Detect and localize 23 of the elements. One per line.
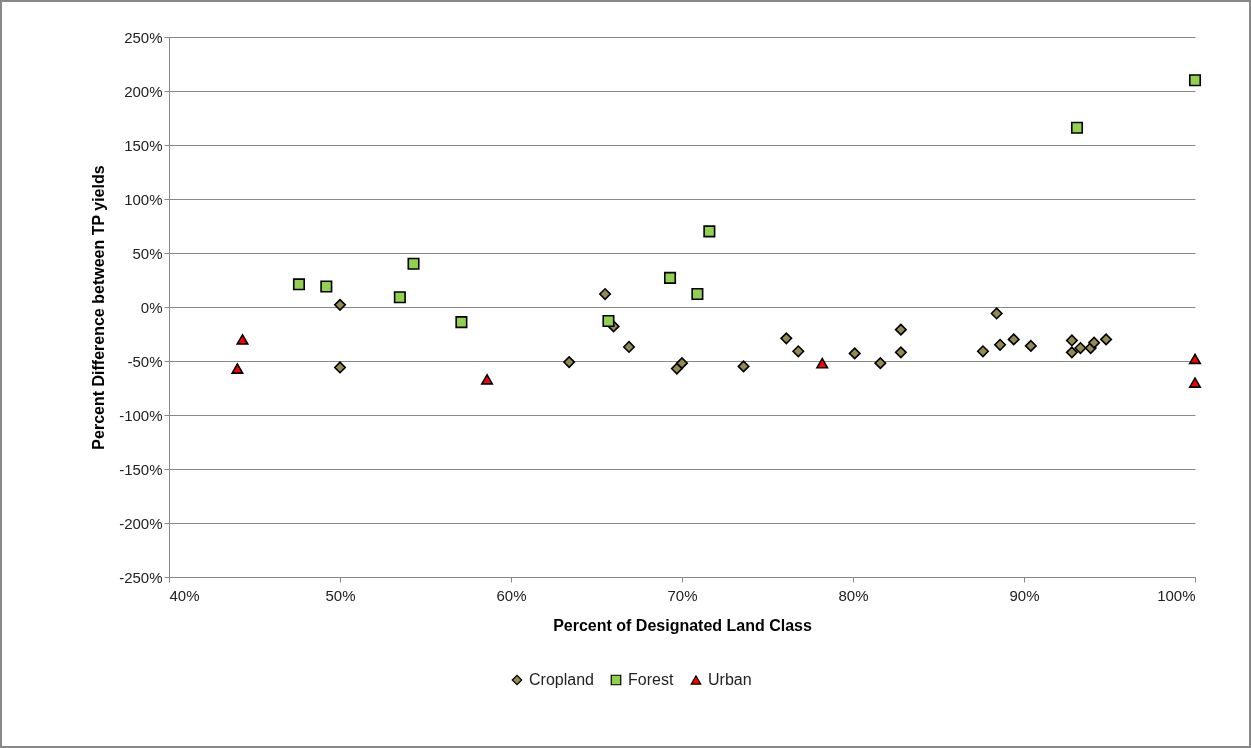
x-tick-label: 90%	[1009, 586, 1040, 604]
y-axis-title: Percent Difference between TP yields	[90, 165, 108, 450]
y-tick-label: 150%	[124, 136, 163, 154]
y-tick-label: 100%	[124, 190, 163, 208]
y-tick-label: -200%	[119, 514, 163, 532]
x-tick-label: 60%	[496, 586, 527, 604]
y-tick-label: 250%	[124, 28, 163, 46]
x-tick-label: 100%	[1157, 586, 1196, 604]
x-tick-label: 50%	[325, 586, 356, 604]
legend-label: Urban	[708, 671, 752, 688]
y-tick-label: -250%	[119, 568, 163, 586]
y-tick-label: -150%	[119, 460, 163, 478]
x-tick-label: 80%	[838, 586, 869, 604]
x-tick-label: 40%	[169, 586, 200, 604]
x-axis-title: Percent of Designated Land Class	[553, 616, 812, 634]
y-tick-label: -50%	[127, 352, 163, 370]
legend-label: Forest	[628, 671, 674, 688]
legend-label: Cropland	[529, 671, 594, 688]
x-tick-label: 70%	[667, 586, 698, 604]
y-tick-label: 50%	[132, 244, 163, 262]
y-tick-label: 0%	[140, 298, 163, 316]
y-tick-label: 200%	[124, 82, 163, 100]
y-tick-label: -100%	[119, 406, 163, 424]
